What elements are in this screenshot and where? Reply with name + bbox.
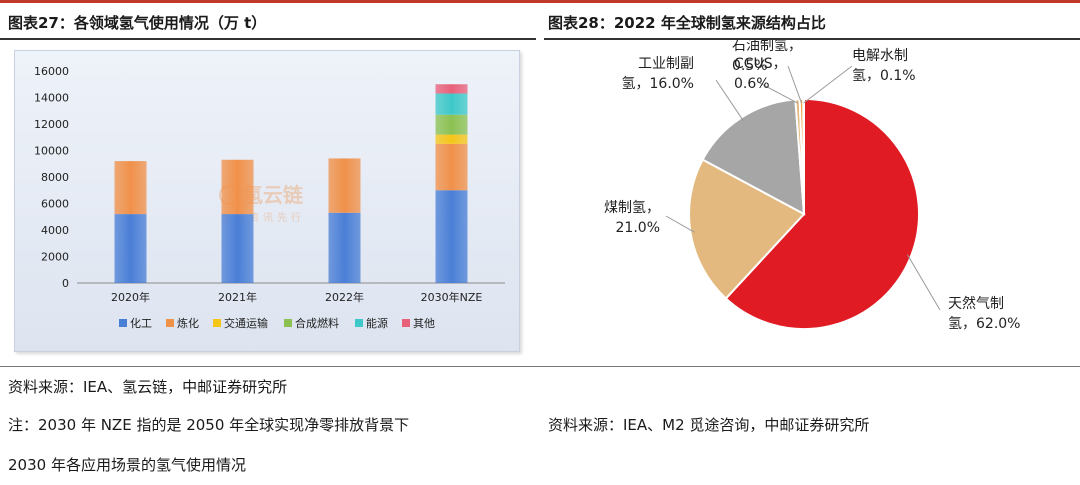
- pie-label: CCUS，: [734, 56, 787, 72]
- y-tick-label: 8000: [41, 171, 69, 184]
- bar-segment-化工: [114, 214, 147, 283]
- legend-label: 炼化: [177, 316, 199, 330]
- left-source-note: 资料来源：IEA、氢云链，中邮证券研究所: [8, 378, 288, 396]
- pie-label: 电解水制: [852, 48, 908, 64]
- legend-swatch: [284, 319, 292, 327]
- pie-label: 工业制副: [638, 56, 694, 72]
- legend-swatch: [119, 319, 127, 327]
- legend-label: 化工: [130, 316, 152, 330]
- left-title-underline: [0, 38, 536, 40]
- top-accent-rule: [0, 0, 1080, 3]
- pie-label: 天然气制: [948, 295, 1004, 312]
- left-chart-title: 图表27：各领域氢气使用情况（万 t）: [8, 14, 267, 32]
- x-tick-label: 2030年NZE: [421, 290, 483, 304]
- pie-slice: [802, 97, 805, 215]
- y-tick-label: 0: [62, 277, 69, 290]
- bar-segment-炼化: [221, 159, 254, 215]
- pie-label: 0.6%: [734, 76, 770, 92]
- y-tick-label: 6000: [41, 198, 69, 211]
- chart-legend: 化工 炼化 交通运输 合成燃料 能源 其他: [119, 316, 435, 330]
- legend-label: 能源: [366, 316, 388, 330]
- right-source-note: 资料来源：IEA、M2 觅途咨询，中邮证券研究所: [548, 416, 870, 434]
- pie-leader-line: [787, 65, 803, 104]
- pie-label: 石油制氢，: [732, 40, 802, 54]
- bar-segment-炼化: [435, 143, 468, 191]
- y-tick-label: 16000: [34, 65, 69, 78]
- y-tick-label: 10000: [34, 145, 69, 158]
- pie-leader-line: [803, 65, 853, 104]
- legend-swatch: [213, 319, 221, 327]
- footnote-line-2: 2030 年各应用场景的氢气使用情况: [8, 456, 246, 474]
- pie-label: 21.0%: [616, 220, 660, 236]
- bar-segment-其他: [435, 84, 468, 94]
- legend-label: 交通运输: [224, 316, 268, 330]
- footnote-line-1: 注：2030 年 NZE 指的是 2050 年全球实现净零排放背景下: [8, 416, 410, 434]
- pie-leader-line: [665, 215, 695, 233]
- pie-label: 煤制氢，: [604, 200, 660, 216]
- x-tick-label: 2020年: [111, 290, 150, 304]
- y-tick-label: 2000: [41, 251, 69, 264]
- bar-series: [114, 84, 468, 283]
- bar-segment-能源: [435, 93, 468, 115]
- pie-label: 氢，0.1%: [852, 68, 916, 84]
- bar-segment-交通运输: [435, 134, 468, 144]
- bar-segment-化工: [435, 190, 468, 283]
- section-divider: [0, 366, 1080, 367]
- bar-segment-合成燃料: [435, 114, 468, 135]
- x-tick-label: 2021年: [218, 290, 257, 304]
- pie-leader-line: [906, 254, 941, 311]
- pie-label: 氢，16.0%: [622, 76, 694, 92]
- pie-slice: [688, 158, 806, 300]
- pie-label: 氢，62.0%: [948, 316, 1020, 332]
- x-axis: 2020年 2021年 2022年 2030年NZE: [77, 282, 505, 304]
- bar-chart-frame: 氢云链 氢能资讯先行 0 2000 4000 6000 8000 10000 12000 14…: [14, 50, 520, 352]
- bar-segment-化工: [328, 212, 361, 283]
- legend-label: 其他: [413, 317, 435, 330]
- pie-slice: [724, 97, 920, 330]
- y-tick-label: 14000: [34, 92, 69, 105]
- pie-label: 0.5%: [732, 58, 768, 74]
- legend-swatch: [355, 319, 363, 327]
- legend-swatch: [402, 319, 410, 327]
- legend-swatch: [166, 319, 174, 327]
- stacked-bar-chart: 氢云链 氢能资讯先行 02000400060008000100001200014…: [34, 65, 505, 330]
- y-axis: 0 2000 4000 6000 8000 10000 12000 14000 16000: [34, 65, 69, 290]
- legend-label: 合成燃料: [295, 316, 339, 330]
- bar-segment-炼化: [114, 161, 147, 215]
- pie-leader-lines: [665, 65, 941, 311]
- pie-slices: [688, 97, 920, 330]
- x-tick-label: 2022年: [325, 290, 364, 304]
- bar-segment-炼化: [328, 158, 361, 213]
- pie-leader-line: [715, 79, 744, 122]
- right-chart-title: 图表28：2022 年全球制氢来源结构占比: [548, 14, 826, 32]
- right-title-underline: [544, 38, 1080, 40]
- bar-segment-化工: [221, 214, 254, 283]
- pie-leader-line: [757, 81, 798, 104]
- y-tick-label: 4000: [41, 224, 69, 237]
- y-tick-label: 12000: [34, 118, 69, 131]
